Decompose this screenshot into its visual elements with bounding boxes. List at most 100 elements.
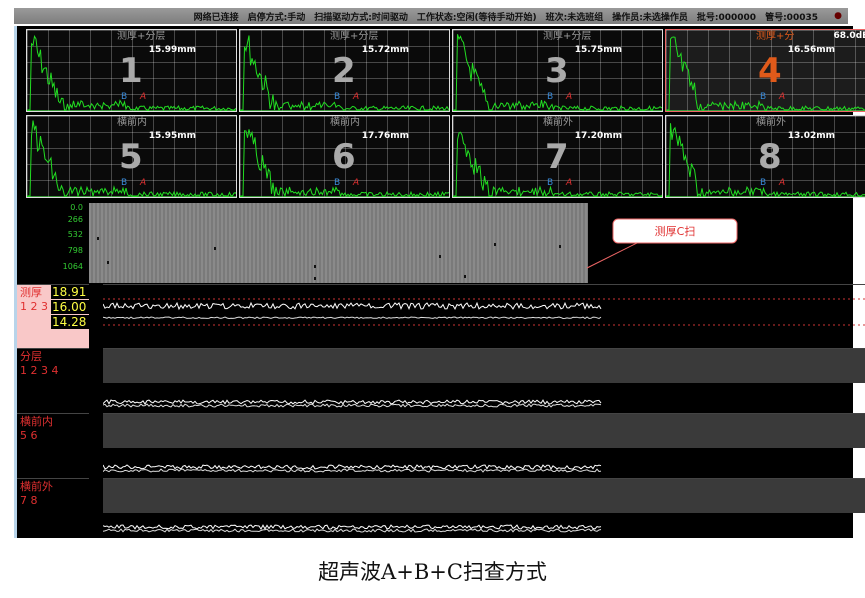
channel-name: 测厚 (20, 286, 42, 299)
panel-gain: 68.0dB (833, 31, 865, 41)
channel-number: 7 (545, 137, 569, 177)
ascan-panel-8[interactable]: 横前外 13.02mm 8 B A (665, 115, 865, 198)
gate-b-marker: B (760, 178, 767, 188)
panel-thickness: 17.76mm (361, 131, 409, 141)
channel-ids: 5 6 (20, 429, 38, 442)
channel-number: 4 (758, 51, 782, 91)
callout (586, 218, 738, 269)
channel-number: 2 (332, 51, 356, 91)
gate-a-marker: A (353, 92, 360, 102)
status-item: 批号:000000 (696, 12, 757, 23)
ascan-panel-5[interactable]: 横前内 15.95mm 5 B A (26, 115, 237, 198)
status-item: 班次:未选班组 (545, 12, 604, 23)
caption: 超声波A+B+C扫查方式 (318, 560, 547, 584)
panel-title: 测厚+分层 (330, 31, 379, 42)
panel-title: 横前外 (756, 117, 786, 128)
panel-title: 横前外 (543, 117, 573, 128)
channel-number: 8 (758, 137, 782, 177)
gate-a-marker: A (779, 92, 786, 102)
status-item: 启停方式:手动 (247, 12, 306, 23)
gate-b-marker: B (334, 178, 341, 188)
status-item: 扫描驱动方式:时间驱动 (314, 12, 408, 23)
thickness-reading: 16.00 (51, 300, 89, 314)
ascan-panel-2[interactable]: 测厚+分层 15.72mm 2 B A (239, 29, 450, 112)
cscan-axis: 0.0 266 532 798 1064 (17, 203, 87, 283)
channel-name: 横前内 (20, 415, 53, 428)
gate-b-marker: B (547, 92, 554, 102)
channel-ids: 7 8 (20, 494, 38, 507)
ascan-panel-3[interactable]: 测厚+分层 15.75mm 3 B A (452, 29, 663, 112)
status-item: 管号:00035 (765, 12, 818, 23)
waveform (453, 131, 662, 197)
channel-label-box (17, 413, 89, 479)
main-display: 测厚+分层 15.99mm 1 B A 测厚+分层 15.72mm 2 B A … (14, 26, 865, 539)
axis-tick: 798 (67, 246, 83, 255)
channel-name: 横前外 (20, 480, 53, 493)
gate-b-marker: B (121, 178, 128, 188)
bscan-trace (103, 464, 602, 473)
gate-b-marker: B (121, 92, 128, 102)
waveform (240, 129, 449, 197)
thickness-reading: 14.28 (51, 315, 89, 329)
bscan-row[interactable] (103, 284, 865, 349)
channel-number: 6 (332, 137, 356, 177)
gate-a-marker: A (566, 178, 573, 188)
ascan-panel-6[interactable]: 横前内 17.76mm 6 B A (239, 115, 450, 198)
ascan-panel-1[interactable]: 测厚+分层 15.99mm 1 B A (26, 29, 237, 112)
panel-thickness: 15.75mm (574, 45, 622, 55)
channel-name: 分层 (20, 350, 42, 363)
panel-title: 测厚+分层 (117, 31, 166, 42)
status-item: 网络已连接 (193, 12, 239, 23)
ascan-panel-4[interactable]: 测厚+分 68.0dB 16.56mm 4 B A (665, 29, 865, 112)
callout-text: 测厚C扫 (654, 225, 696, 238)
gate-a-marker: A (566, 92, 573, 102)
cscan-image[interactable] (89, 203, 588, 283)
pin-icon: ● (834, 11, 842, 21)
panel-thickness: 15.72mm (361, 45, 409, 55)
gate-b-marker: B (760, 92, 767, 102)
axis-tick: 532 (67, 230, 83, 239)
channel-number: 1 (119, 51, 143, 91)
bscan-trace (103, 298, 865, 326)
waveform (240, 35, 449, 111)
panel-title: 测厚+分层 (543, 31, 592, 42)
axis-tick: 1064 (62, 262, 83, 271)
thickness-reading: 18.91 (51, 285, 89, 299)
channel-label-box (17, 478, 89, 539)
panel-title: 横前内 (330, 117, 360, 128)
panel-thickness: 15.95mm (148, 131, 196, 141)
panel-thickness: 15.99mm (148, 45, 196, 55)
panel-thickness: 13.02mm (787, 131, 835, 141)
bscan-row[interactable] (103, 478, 865, 539)
gate-b-marker: B (547, 178, 554, 188)
bscan-row[interactable] (103, 413, 865, 479)
waveform (453, 34, 662, 111)
bscan-trace (103, 399, 602, 408)
gate-b-marker: B (334, 92, 341, 102)
status-bar: ● 网络已连接 启停方式:手动 扫描驱动方式:时间驱动 工作状态:空闲(等待手动开始) 班… (14, 8, 848, 24)
gate-a-marker: A (140, 178, 147, 188)
panel-title: 横前内 (117, 117, 147, 128)
waveform (666, 123, 865, 197)
bscan-trace (103, 524, 602, 533)
axis-tick: 266 (67, 215, 83, 224)
panel-title: 测厚+分 (756, 31, 795, 42)
gate-a-marker: A (779, 178, 786, 188)
channel-number: 5 (119, 137, 143, 177)
channel-ids: 1 2 3 4 (20, 364, 59, 377)
panel-thickness: 16.56mm (787, 45, 835, 55)
gate-a-marker: A (353, 178, 360, 188)
ascan-panel-7[interactable]: 横前外 17.20mm 7 B A (452, 115, 663, 198)
status-item: 工作状态:空闲(等待手动开始) (416, 12, 537, 23)
bscan-row[interactable] (103, 348, 865, 414)
axis-tick: 0.0 (70, 203, 83, 212)
channel-ids: 1 2 3 (20, 300, 48, 313)
gate-a-marker: A (140, 92, 147, 102)
channel-label-box (17, 348, 89, 414)
panel-thickness: 17.20mm (574, 131, 622, 141)
waveform (27, 34, 236, 111)
channel-number: 3 (545, 51, 569, 91)
status-item: 操作员:未选操作员 (612, 12, 688, 23)
waveform (666, 36, 865, 111)
waveform (27, 120, 236, 197)
